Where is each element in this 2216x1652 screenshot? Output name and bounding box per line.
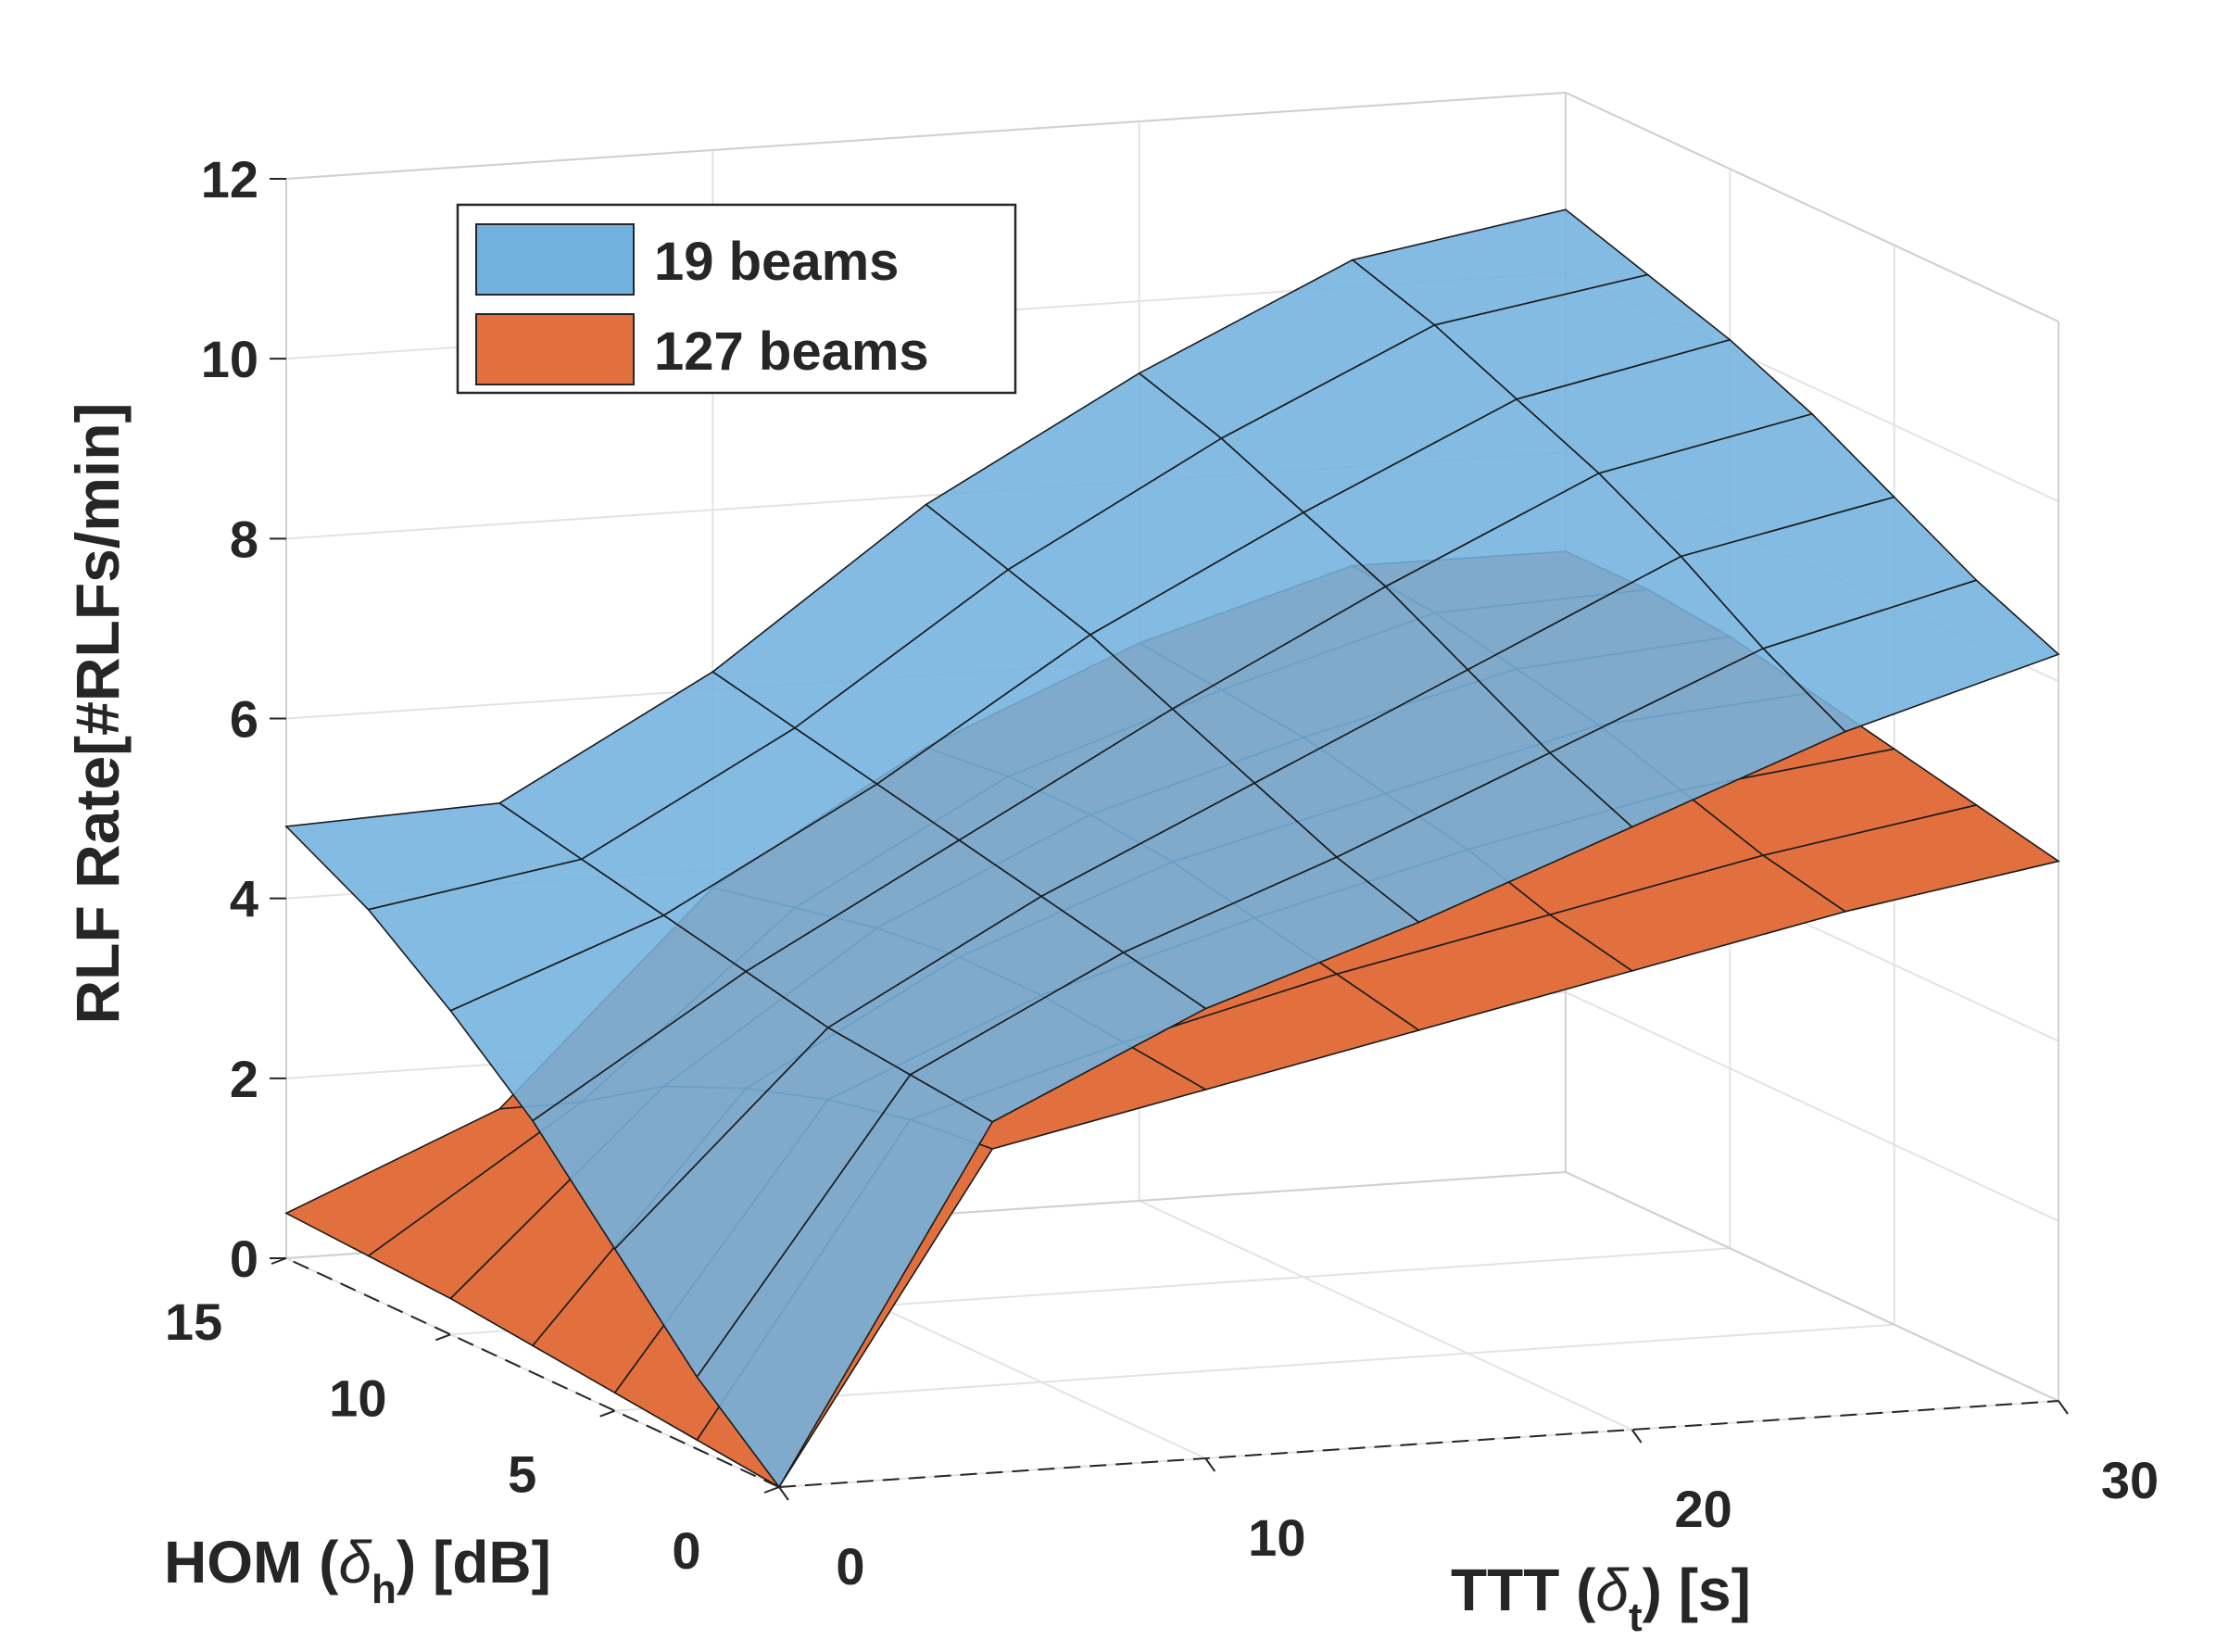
y-axis-label-part: δ [338, 1529, 372, 1595]
z-tick-label: 0 [230, 1230, 258, 1288]
grid-line [1139, 1200, 1633, 1431]
tick-mark [763, 1486, 780, 1494]
y-axis [285, 1257, 780, 1488]
tick-mark [778, 1486, 789, 1501]
legend-label: 19 beams [654, 232, 899, 292]
tick-mark [1631, 1429, 1643, 1444]
axis-box [1565, 92, 2059, 322]
y-tick-label: 15 [165, 1293, 222, 1351]
x-axis-label-part: TTT ( [1451, 1557, 1596, 1623]
y-axis-label-part: HOM ( [164, 1529, 339, 1595]
axis-box [285, 92, 1567, 180]
tick-mark [434, 1333, 451, 1342]
tick-mark [599, 1409, 616, 1418]
z-tick-label: 10 [201, 330, 258, 388]
x-tick-label: 0 [836, 1537, 864, 1595]
x-tick-label: 30 [2101, 1451, 2159, 1509]
x-axis-label: TTT (δt) [s] [1451, 1557, 1751, 1640]
grid-line [1565, 990, 2059, 1222]
tick-mark [271, 1257, 287, 1265]
surface-patch [696, 1073, 994, 1489]
x-axis-label-part: ) [s] [1643, 1557, 1751, 1623]
y-axis-label-part: ) [dB] [397, 1529, 551, 1595]
x-tick-label: 20 [1675, 1480, 1732, 1538]
z-tick-label: 8 [230, 510, 258, 568]
legend-label: 127 beams [654, 322, 929, 382]
x-axis-label-part: t [1629, 1595, 1643, 1640]
z-tick-label: 4 [230, 870, 258, 928]
y-tick-label: 10 [329, 1368, 386, 1427]
legend-swatch [475, 313, 635, 385]
x-axis-label-part: δ [1595, 1557, 1630, 1623]
legend-swatch [475, 223, 635, 296]
y-tick-label: 0 [672, 1521, 700, 1580]
x-axis [778, 1400, 2059, 1488]
z-axis-label: RLF Rate[#RLFs/min] [63, 402, 132, 1024]
z-tick-label: 6 [230, 690, 258, 749]
tick-mark [2058, 1400, 2069, 1415]
y-axis-label: HOM (δh) [dB] [164, 1529, 551, 1612]
z-tick-label: 12 [201, 150, 258, 208]
z-tick-label: 2 [230, 1050, 258, 1108]
x-tick-label: 10 [1248, 1508, 1305, 1567]
y-tick-label: 5 [508, 1445, 536, 1504]
tick-mark [1204, 1457, 1216, 1472]
y-axis-label-part: h [371, 1567, 397, 1612]
axis-box [1565, 1171, 2059, 1402]
